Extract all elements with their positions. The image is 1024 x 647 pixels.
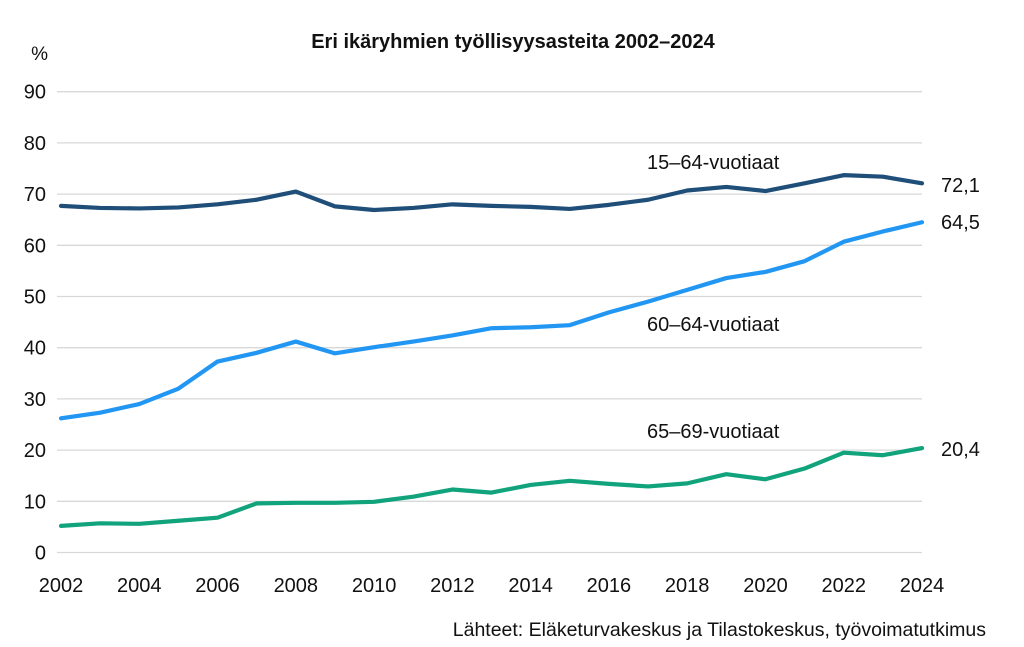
y-tick-label: 10 xyxy=(24,491,46,513)
x-tick-label: 2020 xyxy=(743,575,788,597)
series-label-65-69: 65–69-vuotiaat xyxy=(647,421,780,443)
series-lines xyxy=(58,173,925,528)
chart-title: Eri ikäryhmien työllisyysasteita 2002–20… xyxy=(311,31,715,53)
x-tick-label: 2016 xyxy=(587,575,632,597)
y-tick-label: 90 xyxy=(24,82,46,104)
series-line-65-69 xyxy=(58,445,925,528)
y-tick-label: 40 xyxy=(24,338,46,360)
x-axis-tick-labels: 2002 2004 2006 2008 2010 2012 2014 2016 2018 2020… xyxy=(39,575,945,597)
y-tick-label: 60 xyxy=(24,235,46,257)
x-tick-label: 2002 xyxy=(39,575,84,597)
series-line-60-64 xyxy=(58,220,925,421)
y-tick-label: 0 xyxy=(35,543,46,565)
x-tick-label: 2022 xyxy=(821,575,866,597)
y-axis-unit-label: % xyxy=(31,44,48,65)
end-value-15-64: 72,1 xyxy=(941,175,980,197)
series-line-15-64 xyxy=(58,173,925,213)
x-tick-label: 2012 xyxy=(430,575,475,597)
series-label-60-64: 60–64-vuotiaat xyxy=(647,314,780,336)
y-axis-tick-labels: 0 10 20 30 40 50 60 70 80 90 xyxy=(24,82,46,565)
y-tick-label: 70 xyxy=(24,184,46,206)
x-tick-label: 2004 xyxy=(117,575,162,597)
x-tick-label: 2010 xyxy=(352,575,397,597)
x-tick-label: 2014 xyxy=(508,575,553,597)
series-label-15-64: 15–64-vuotiaat xyxy=(647,152,780,174)
source-attribution: Lähteet: Eläketurvakeskus ja Tilastokesk… xyxy=(453,619,986,641)
end-value-65-69: 20,4 xyxy=(941,439,980,461)
y-tick-label: 20 xyxy=(24,440,46,462)
x-tick-label: 2018 xyxy=(665,575,710,597)
gridlines xyxy=(57,91,922,554)
x-tick-label: 2008 xyxy=(274,575,319,597)
x-tick-label: 2006 xyxy=(195,575,240,597)
y-tick-label: 30 xyxy=(24,389,46,411)
end-value-60-64: 64,5 xyxy=(941,212,980,234)
y-tick-label: 80 xyxy=(24,133,46,155)
y-tick-label: 50 xyxy=(24,287,46,309)
x-tick-label: 2024 xyxy=(900,575,945,597)
